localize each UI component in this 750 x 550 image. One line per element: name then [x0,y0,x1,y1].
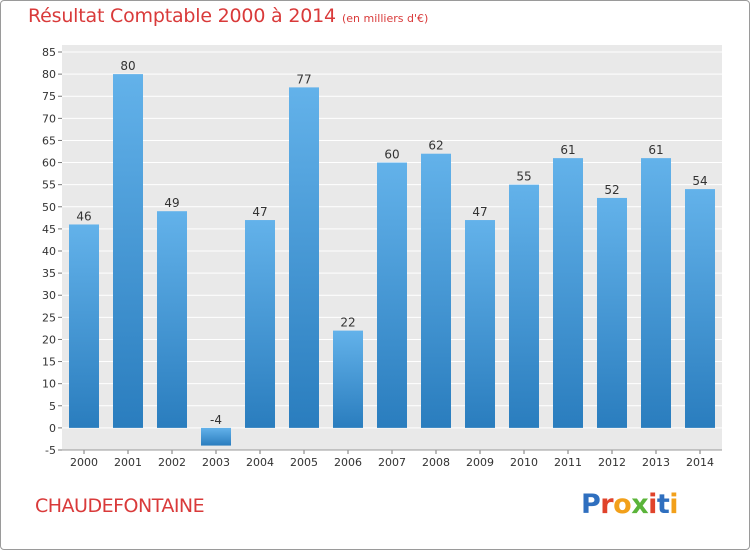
value-label-2003: -4 [210,413,222,427]
y-tick-label: 20 [42,333,56,346]
y-tick-label: 70 [42,112,56,125]
y-axis-ticks: -5 0 5 10 15 20 25 30 35 40 45 50 55 60 65 70 75 80 85 [42,46,62,457]
y-tick-label: 5 [49,400,56,413]
logo-letter: o [613,489,632,520]
value-label-2013: 61 [648,143,663,157]
y-tick-label: 80 [42,68,56,81]
x-tick-label: 2012 [598,456,626,469]
value-label-2005: 77 [296,72,311,86]
y-tick-label: 40 [42,245,56,258]
y-tick-label: 60 [42,157,56,170]
y-tick-label: -5 [45,444,56,457]
bars [69,74,715,446]
x-tick-label: 2011 [554,456,582,469]
y-tick-label: 50 [42,201,56,214]
value-label-2002: 49 [164,196,179,210]
bar-2002 [157,211,187,428]
value-label-2011: 61 [560,143,575,157]
x-tick-label: 2000 [70,456,98,469]
bar-2006 [333,330,363,428]
y-tick-label: 85 [42,46,56,59]
bar-2003 [201,427,231,446]
x-tick-label: 2006 [334,456,362,469]
y-tick-label: 0 [49,422,56,435]
logo-letter: i [648,489,657,520]
logo-letter: r [600,489,614,520]
y-tick-label: 30 [42,289,56,302]
value-label-2010: 55 [516,170,531,184]
bar-2014 [685,189,715,428]
x-tick-label: 2001 [114,456,142,469]
x-tick-label: 2009 [466,456,494,469]
y-tick-label: 65 [42,134,56,147]
x-axis-ticks: 2000 2001 2002 2003 2004 2005 2006 2007 2008 2009… [62,449,722,469]
bar-2013 [641,158,671,428]
logo-letter: x [631,489,649,520]
logo-letter: i [669,489,679,520]
bar-2000 [69,224,99,428]
chart-subtitle: (en milliers d'€) [342,12,429,25]
bar-2011 [553,158,583,428]
bar-2010 [509,184,539,428]
value-label-2007: 60 [384,148,399,162]
x-tick-label: 2004 [246,456,274,469]
y-tick-label: 45 [42,223,56,236]
x-tick-label: 2008 [422,456,450,469]
x-tick-label: 2010 [510,456,538,469]
bar-2012 [597,197,627,428]
bar-2005 [289,87,319,428]
y-tick-label: 55 [42,179,56,192]
value-label-2008: 62 [428,139,443,153]
value-label-2000: 46 [76,209,91,223]
value-label-2014: 54 [692,174,707,188]
bar-2009 [465,220,495,428]
bar-2001 [113,74,143,428]
x-tick-label: 2003 [202,456,230,469]
y-tick-label: 15 [42,356,56,369]
y-tick-label: 25 [42,311,56,324]
value-label-2009: 47 [472,205,487,219]
value-label-2006: 22 [340,316,355,330]
proxiti-logo: Proxiti [581,489,679,520]
bar-2008 [421,153,451,428]
commune-name: CHAUDEFONTAINE [35,495,205,517]
value-label-2001: 80 [120,59,135,73]
logo-letter: P [581,489,601,520]
bar-2004 [245,220,275,428]
x-tick-label: 2005 [290,456,318,469]
value-label-2012: 52 [604,183,619,197]
logo-letter: t [656,489,670,520]
x-tick-label: 2007 [378,456,406,469]
y-tick-label: 35 [42,267,56,280]
value-label-2004: 47 [252,205,267,219]
x-tick-label: 2014 [686,456,714,469]
value-labels: 46 80 49 -4 47 77 22 60 62 47 55 61 52 61 54 [76,59,707,427]
chart-title: Résultat Comptable 2000 à 2014 [28,5,336,27]
bar-2007 [377,162,407,428]
x-tick-label: 2013 [642,456,670,469]
x-tick-label: 2002 [158,456,186,469]
y-tick-label: 10 [42,378,56,391]
y-tick-label: 75 [42,90,56,103]
